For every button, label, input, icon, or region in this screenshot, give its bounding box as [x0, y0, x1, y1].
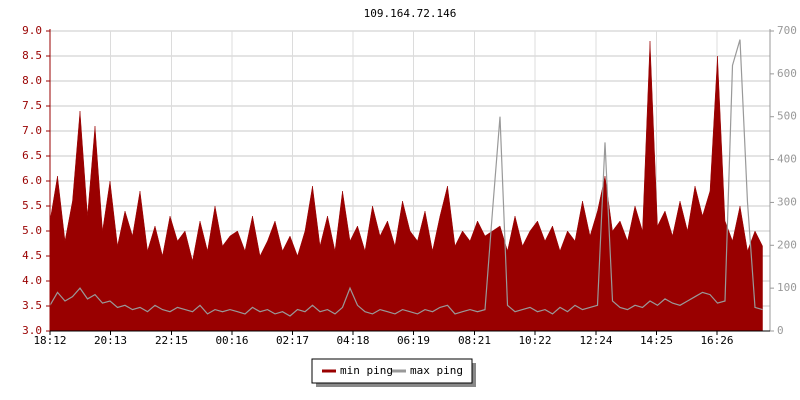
legend-label: max ping [410, 364, 463, 377]
x-tick-label: 06:19 [397, 334, 430, 347]
x-tick-label: 16:26 [700, 334, 733, 347]
y-tick-label: 5.0 [22, 224, 42, 237]
y2-tick-label: 300 [777, 195, 797, 208]
y-tick-label: 3.0 [22, 324, 42, 337]
y-tick-label: 6.0 [22, 174, 42, 187]
legend: min ping max ping [311, 358, 476, 387]
y2-tick-label: 100 [777, 281, 797, 294]
x-tick-label: 08:21 [458, 334, 491, 347]
y-tick-label: 7.0 [22, 124, 42, 137]
y-tick-label: 4.5 [22, 249, 42, 262]
x-tick-label: 00:16 [215, 334, 248, 347]
legend-label: min ping [340, 364, 393, 377]
y-tick-label: 9.0 [22, 24, 42, 37]
y-tick-label: 4.0 [22, 274, 42, 287]
min-ping-area [49, 40, 763, 332]
y2-tick-label: 600 [777, 67, 797, 80]
y2-tick-label: 700 [777, 24, 797, 37]
y-tick-label: 8.0 [22, 74, 42, 87]
y2-tick-label: 500 [777, 110, 797, 123]
x-tick-label: 10:22 [518, 334, 551, 347]
y-tick-label: 3.5 [22, 299, 42, 312]
y-tick-label: 6.5 [22, 149, 42, 162]
x-tick-label: 12:24 [579, 334, 612, 347]
x-tick-label: 14:25 [640, 334, 673, 347]
x-tick-label: 18:12 [33, 334, 66, 347]
y-tick-label: 5.5 [22, 199, 42, 212]
y2-tick-label: 0 [777, 324, 784, 337]
x-tick-label: 04:18 [336, 334, 369, 347]
x-tick-label: 22:15 [155, 334, 188, 347]
x-tick-label: 20:13 [94, 334, 127, 347]
x-tick-label: 02:17 [276, 334, 309, 347]
y2-tick-label: 200 [777, 238, 797, 251]
y-tick-label: 7.5 [22, 99, 42, 112]
y2-tick-label: 400 [777, 153, 797, 166]
y-tick-label: 8.5 [22, 49, 42, 62]
chart-title: 109.164.72.146 [364, 7, 457, 20]
max-ping-line [49, 39, 763, 317]
